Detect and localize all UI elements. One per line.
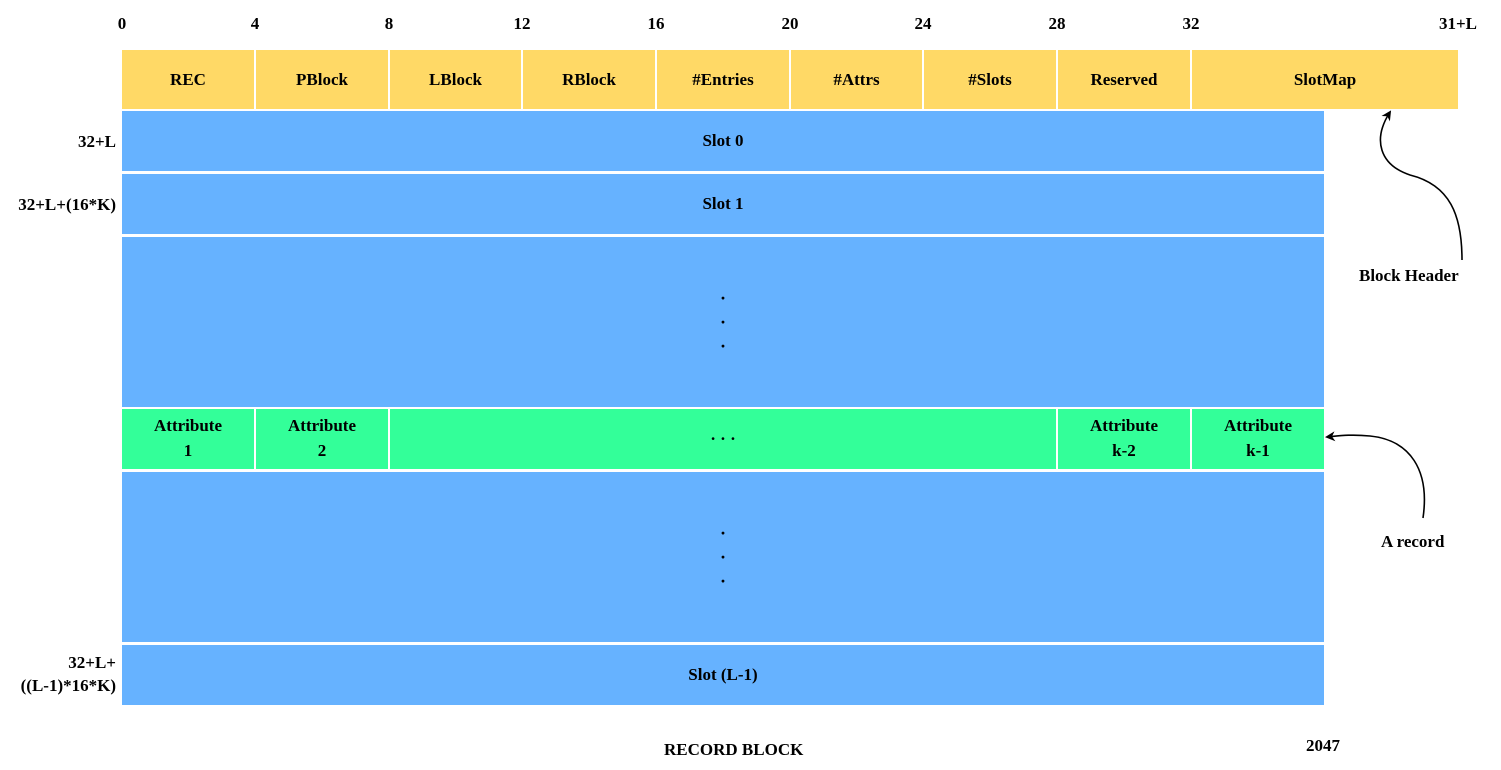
offset-24: 24 [914,14,932,33]
annotation-block-header: Block Header [1359,266,1459,285]
header-field-rec: REC [122,50,254,109]
row-label-slot-last: 32+L+ ((L-1)*16*K) [20,653,116,695]
block-header-arrow [1379,110,1463,261]
offset-31-plus-l: 31+L [1438,14,1478,33]
header-field-rblock: RBlock [523,50,655,109]
header-field-attrs: #Attrs [791,50,922,109]
ellipsis-dot: · [719,336,726,356]
ellipsis-dot: · [719,571,726,591]
attribute-1: Attribute 1 [122,409,254,469]
offset-28: 28 [1048,14,1066,33]
header-field-lblock: LBlock [390,50,521,109]
attribute-k-2: Attribute k-2 [1058,409,1190,469]
annotation-a-record: A record [1381,532,1445,551]
header-field-reserved: Reserved [1058,50,1190,109]
ellipsis-dot: · [719,288,726,308]
ellipsis-dot: · [719,547,726,567]
attribute-2: Attribute 2 [256,409,388,469]
row-label-slot-1: 32+L+(16*K) [18,195,116,214]
header-field-slotmap: SlotMap [1192,50,1458,109]
ellipsis-dot: · [719,312,726,332]
header-field-pblock: PBlock [256,50,388,109]
offset-12: 12 [513,14,531,33]
row-label-slot-0: 32+L [77,132,116,151]
header-field-slots: #Slots [924,50,1056,109]
offset-8: 8 [384,14,394,33]
end-offset-label: 2047 [1306,736,1340,755]
ellipsis-dot: · [719,523,726,543]
offset-0: 0 [117,14,127,33]
slots-ellipsis-lower: · · · [122,472,1324,642]
record-arrow [1325,431,1426,519]
slot-1: Slot 1 [122,174,1324,234]
offset-32: 32 [1182,14,1200,33]
diagram-title: RECORD BLOCK [664,740,804,759]
offset-20: 20 [781,14,799,33]
slot-0: Slot 0 [122,111,1324,171]
attribute-k-1: Attribute k-1 [1192,409,1324,469]
slots-ellipsis-upper: · · · [122,237,1324,407]
offset-16: 16 [647,14,665,33]
offset-4: 4 [250,14,260,33]
attribute-ellipsis: · · · [390,409,1056,469]
header-field-entries: #Entries [657,50,789,109]
slot-last: Slot (L-1) [122,645,1324,705]
